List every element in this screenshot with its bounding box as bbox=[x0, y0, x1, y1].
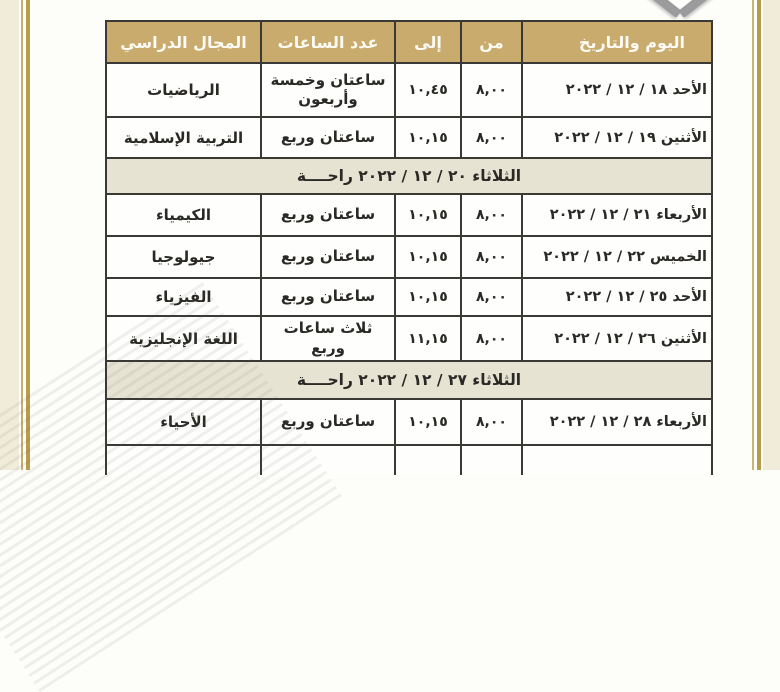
hours-cell: ساعتان وخمسة وأربعون bbox=[260, 62, 396, 118]
date-cell: الأحد ١٨ / ١٢ / ٢٠٢٢ bbox=[521, 62, 713, 118]
from-cell: ٨,٠٠ bbox=[460, 116, 523, 159]
hours-cell: ساعتان وربع bbox=[260, 235, 396, 279]
frame-border-left-thin bbox=[21, 0, 23, 470]
subject-cell: الكيمياء bbox=[105, 193, 262, 237]
page-margin-left bbox=[0, 0, 19, 470]
header-row: اليوم والتاريخ من إلى عدد الساعات المجال… bbox=[105, 20, 713, 64]
rest-day-label: الثلاثاء ٢٧ / ١٢ / ٢٠٢٢ راحــــة bbox=[105, 360, 713, 400]
hours-cell bbox=[260, 444, 396, 475]
subject-cell: الأحياء bbox=[105, 398, 262, 446]
schedule-row: الأحد ٢٥ / ١٢ / ٢٠٢٢ ٨,٠٠ ١٠,١٥ ساعتان وربع… bbox=[105, 277, 713, 317]
to-cell: ١٠,١٥ bbox=[394, 116, 462, 159]
hours-cell: ساعتان وربع bbox=[260, 398, 396, 446]
ribbon-emblem-icon bbox=[625, 0, 735, 18]
header-from: من bbox=[460, 20, 523, 64]
from-cell: ٨,٠٠ bbox=[460, 315, 523, 362]
date-cell: الأثنين ١٩ / ١٢ / ٢٠٢٢ bbox=[521, 116, 713, 159]
frame-border-right-thick bbox=[757, 0, 761, 470]
from-cell: ٨,٠٠ bbox=[460, 193, 523, 237]
rest-day-label: الثلاثاء ٢٠ / ١٢ / ٢٠٢٢ راحــــة bbox=[105, 157, 713, 195]
subject-cell: التربية الإسلامية bbox=[105, 116, 262, 159]
schedule-row: الأربعاء ٢٨ / ١٢ / ٢٠٢٢ ٨,٠٠ ١٠,١٥ ساعتان و… bbox=[105, 398, 713, 446]
to-cell: ١٠,١٥ bbox=[394, 235, 462, 279]
from-cell: ٨,٠٠ bbox=[460, 62, 523, 118]
subject-cell bbox=[105, 444, 262, 475]
frame-border-right-thin bbox=[752, 0, 754, 470]
to-cell bbox=[394, 444, 462, 475]
page-margin-right bbox=[763, 0, 780, 470]
to-cell: ١٠,١٥ bbox=[394, 398, 462, 446]
date-cell: الأحد ٢٥ / ١٢ / ٢٠٢٢ bbox=[521, 277, 713, 317]
schedule-row: الخميس ٢٢ / ١٢ / ٢٠٢٢ ٨,٠٠ ١٠,١٥ ساعتان ورب… bbox=[105, 235, 713, 279]
header-subject: المجال الدراسي bbox=[105, 20, 262, 64]
date-cell bbox=[521, 444, 713, 475]
rest-day-row: الثلاثاء ٢٠ / ١٢ / ٢٠٢٢ راحــــة bbox=[105, 157, 713, 195]
partial-row bbox=[105, 444, 713, 475]
from-cell: ٨,٠٠ bbox=[460, 277, 523, 317]
to-cell: ١٠,١٥ bbox=[394, 277, 462, 317]
header-day-date: اليوم والتاريخ bbox=[521, 20, 713, 64]
schedule-row: الأربعاء ٢١ / ١٢ / ٢٠٢٢ ٨,٠٠ ١٠,١٥ ساعتان و… bbox=[105, 193, 713, 237]
hours-cell: ساعتان وربع bbox=[260, 193, 396, 237]
header-to: إلى bbox=[394, 20, 462, 64]
schedule-row: الأثنين ١٩ / ١٢ / ٢٠٢٢ ٨,٠٠ ١٠,١٥ ساعتان ور… bbox=[105, 116, 713, 159]
to-cell: ١١,١٥ bbox=[394, 315, 462, 362]
hours-cell: ثلاث ساعات وربع bbox=[260, 315, 396, 362]
frame-border-left-thick bbox=[26, 0, 30, 470]
header-hours-count: عدد الساعات bbox=[260, 20, 396, 64]
hours-cell: ساعتان وربع bbox=[260, 116, 396, 159]
schedule-row: الأحد ١٨ / ١٢ / ٢٠٢٢ ٨,٠٠ ١٠,٤٥ ساعتان وخمس… bbox=[105, 62, 713, 118]
subject-cell: جيولوجيا bbox=[105, 235, 262, 279]
schedule-row: الأثنين ٢٦ / ١٢ / ٢٠٢٢ ٨,٠٠ ١١,١٥ ثلاث ساعا… bbox=[105, 315, 713, 362]
rest-day-row: الثلاثاء ٢٧ / ١٢ / ٢٠٢٢ راحــــة bbox=[105, 360, 713, 400]
from-cell bbox=[460, 444, 523, 475]
date-cell: الأربعاء ٢١ / ١٢ / ٢٠٢٢ bbox=[521, 193, 713, 237]
date-cell: الأثنين ٢٦ / ١٢ / ٢٠٢٢ bbox=[521, 315, 713, 362]
exam-schedule-table: اليوم والتاريخ من إلى عدد الساعات المجال… bbox=[105, 20, 713, 475]
from-cell: ٨,٠٠ bbox=[460, 235, 523, 279]
subject-cell: الفيزياء bbox=[105, 277, 262, 317]
subject-cell: الرياضيات bbox=[105, 62, 262, 118]
date-cell: الخميس ٢٢ / ١٢ / ٢٠٢٢ bbox=[521, 235, 713, 279]
to-cell: ١٠,٤٥ bbox=[394, 62, 462, 118]
hours-cell: ساعتان وربع bbox=[260, 277, 396, 317]
subject-cell: اللغة الإنجليزية bbox=[105, 315, 262, 362]
date-cell: الأربعاء ٢٨ / ١٢ / ٢٠٢٢ bbox=[521, 398, 713, 446]
to-cell: ١٠,١٥ bbox=[394, 193, 462, 237]
from-cell: ٨,٠٠ bbox=[460, 398, 523, 446]
